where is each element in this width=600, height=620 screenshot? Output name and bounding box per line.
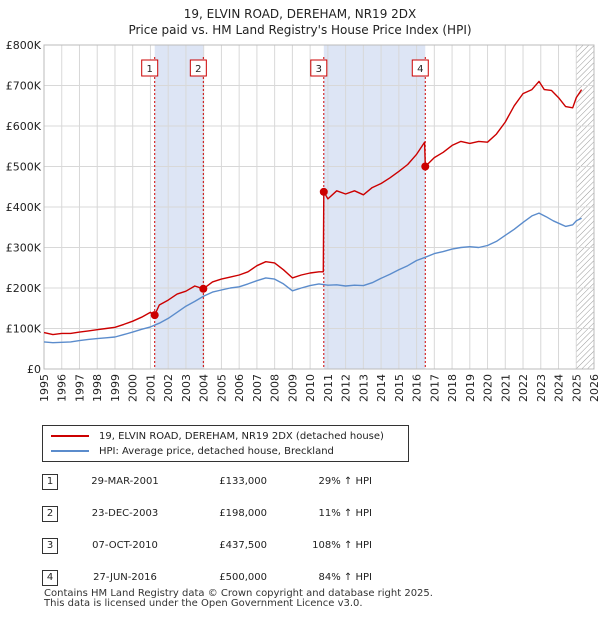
table-row: 2 23-DEC-2003 £198,000 11% ↑ HPI [42,506,462,522]
y-tick-label: £200K [6,282,42,295]
x-tick-label: 2000 [127,374,140,402]
table-row: 4 27-JUN-2016 £500,000 84% ↑ HPI [42,570,462,586]
y-tick-label: £500K [6,161,42,174]
legend-item-property: 19, ELVIN ROAD, DEREHAM, NR19 2DX (detac… [51,430,384,444]
sale-number-badge: 4 [42,570,58,586]
sale-date: 29-MAR-2001 [91,476,159,487]
x-tick-label: 2013 [357,374,370,402]
x-tick-label: 2022 [517,374,530,402]
sale-price: £133,000 [219,476,267,487]
y-tick-label: £300K [6,242,42,255]
x-tick-label: 2008 [269,374,282,402]
price-chart: 1 2 3 4 £0 £100K £200K £300K £400K £500K £600K £700… [6,39,600,402]
sale-point [421,162,430,171]
x-tick-label: 1995 [38,374,51,402]
chart-subtitle: Price paid vs. HM Land Registry's House … [128,23,472,37]
footer-copyright: Contains HM Land Registry data © Crown c… [44,588,433,599]
table-row: 1 29-MAR-2001 £133,000 29% ↑ HPI [42,474,462,490]
x-tick-label: 2004 [198,374,211,402]
x-tick-label: 2015 [393,374,406,402]
sale-point [150,311,159,320]
x-tick-label: 2010 [304,374,317,402]
y-tick-label: £600K [6,120,42,133]
plot-border [43,44,595,370]
sale-number-badge: 3 [42,538,58,554]
x-tick-label: 2018 [446,374,459,402]
x-tick-label: 2007 [251,374,264,402]
legend-label-hpi: HPI: Average price, detached house, Brec… [99,446,334,457]
sale-price: £198,000 [219,508,267,519]
x-tick-label: 2020 [482,374,495,402]
sale-number-box [189,59,207,77]
sale-hpi-change: 29% ↑ HPI [318,476,372,487]
sale-number-label: 2 [195,64,201,75]
sale-date: 23-DEC-2003 [91,508,159,519]
chart-legend: 19, ELVIN ROAD, DEREHAM, NR19 2DX (detac… [42,425,409,462]
sale-hpi-change: 11% ↑ HPI [318,508,372,519]
chart-title: 19, ELVIN ROAD, DEREHAM, NR19 2DX [183,7,417,21]
x-tick-label: 2024 [553,374,566,402]
x-tick-label: 2005 [215,374,228,402]
x-tick-label: 2003 [180,374,193,402]
x-tick-label: 2025 [570,374,583,402]
x-tick-label: 1999 [109,374,122,402]
x-tick-label: 2011 [322,374,335,402]
sale-point [319,187,328,196]
table-row: 3 07-OCT-2010 £437,500 108% ↑ HPI [42,538,462,554]
sale-number-badge: 1 [42,474,58,490]
x-tick-label: 2012 [340,374,353,402]
x-tick-label: 2002 [162,374,175,402]
x-tick-label: 2017 [428,374,441,402]
sale-number-label: 3 [316,64,322,75]
sale-point [199,284,208,293]
sale-hpi-change: 108% ↑ HPI [312,540,372,551]
sale-price: £500,000 [219,572,267,583]
x-tick-label: 2009 [286,374,299,402]
sale-date: 07-OCT-2010 [92,540,158,551]
y-tick-label: £800K [6,39,42,52]
hpi-series-line [43,212,582,344]
x-tick-label: 1996 [56,374,69,402]
x-tick-label: 2001 [144,374,157,402]
x-tick-label: 2006 [233,374,246,402]
y-tick-label: £400K [6,201,42,214]
sale-number-label: 1 [147,64,153,75]
sale-number-box [310,59,328,77]
x-tick-label: 1997 [73,374,86,402]
x-tick-label: 2019 [464,374,477,402]
x-tick-label: 2014 [375,374,388,402]
legend-swatch-property [51,435,89,437]
sale-price: £437,500 [219,540,267,551]
legend-item-hpi: HPI: Average price, detached house, Brec… [51,445,334,459]
y-tick-label: £700K [6,80,42,93]
footer-licence: This data is licensed under the Open Gov… [44,598,363,609]
y-tick-label: £0 [27,363,41,376]
sale-hpi-change: 84% ↑ HPI [318,572,372,583]
x-tick-label: 1998 [91,374,104,402]
sale-date: 27-JUN-2016 [93,572,157,583]
legend-label-property: 19, ELVIN ROAD, DEREHAM, NR19 2DX (detac… [99,431,384,442]
x-tick-label: 2016 [411,374,424,402]
sale-number-label: 4 [417,64,423,75]
y-tick-label: £100K [6,323,42,336]
sale-number-box [141,59,159,77]
sale-number-box [411,59,429,77]
legend-swatch-hpi [51,450,89,452]
sale-number-badge: 2 [42,506,58,522]
footer-attribution: Contains HM Land Registry data © Crown c… [44,589,433,609]
x-tick-label: 2023 [535,374,548,402]
x-tick-label: 2021 [499,374,512,402]
property-series-line [43,80,583,336]
chart-title-block: 19, ELVIN ROAD, DEREHAM, NR19 2DX Price … [0,6,600,38]
x-tick-label: 2026 [588,374,600,402]
